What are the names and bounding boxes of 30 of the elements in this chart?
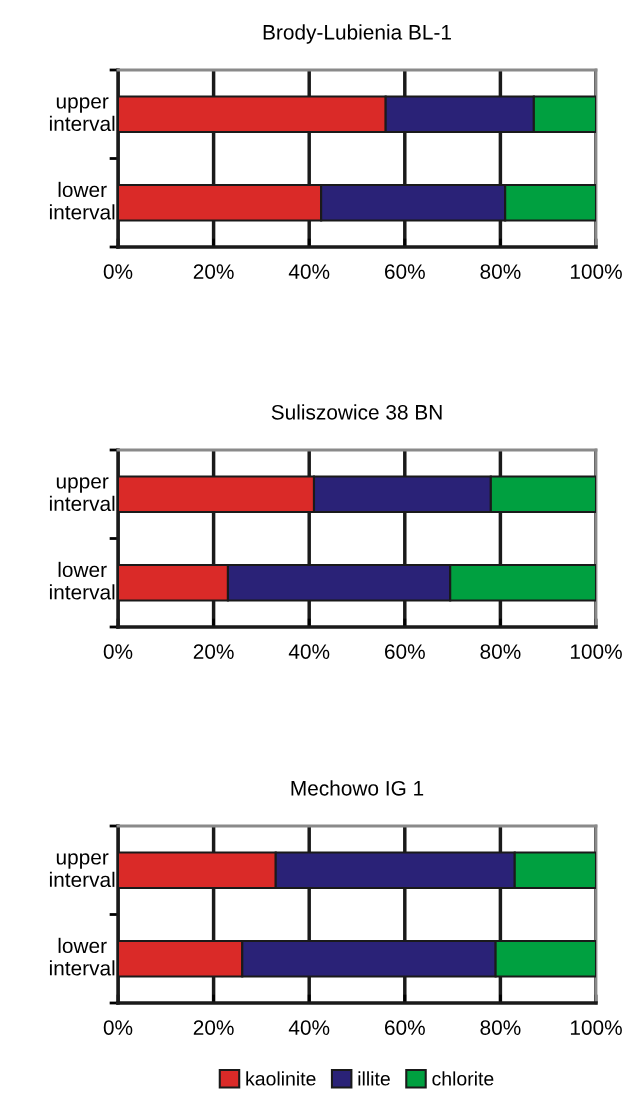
x-tick-label: 60% bbox=[385, 644, 425, 659]
x-tick-label: 80% bbox=[480, 264, 521, 279]
x-tick-label: 0% bbox=[103, 264, 133, 279]
legend-label: chlorite bbox=[432, 1071, 494, 1086]
x-tick-label: 100% bbox=[570, 264, 622, 279]
legend-label: illite bbox=[358, 1071, 390, 1086]
x-tick-label: 20% bbox=[193, 644, 234, 659]
x-tick-label: 100% bbox=[570, 644, 622, 659]
y-tick-label: upper interval bbox=[49, 477, 115, 512]
x-tick-label: 100% bbox=[570, 1020, 622, 1035]
y-tick-label: lower interval bbox=[49, 937, 115, 976]
x-tick-label: 40% bbox=[288, 644, 330, 659]
legend-label: kaolinite bbox=[246, 1071, 316, 1086]
chart-title: Mechowo IG 1 bbox=[291, 780, 424, 796]
x-tick-label: 60% bbox=[385, 1020, 425, 1035]
x-tick-label: 40% bbox=[288, 1020, 330, 1035]
chart-title: Brody-Lubienia BL-1 bbox=[263, 24, 451, 44]
y-tick-label: upper interval bbox=[49, 853, 115, 888]
y-tick-label: lower interval bbox=[49, 181, 115, 220]
chart-title: Suliszowice 38 BN bbox=[271, 404, 442, 420]
x-tick-label: 20% bbox=[193, 264, 234, 279]
x-tick-label: 20% bbox=[193, 1020, 234, 1035]
x-tick-label: 40% bbox=[288, 264, 330, 279]
y-tick-label: upper interval bbox=[49, 97, 115, 132]
x-tick-label: 60% bbox=[385, 264, 425, 279]
x-tick-label: 0% bbox=[103, 1020, 133, 1035]
y-tick-label: lower interval bbox=[49, 561, 115, 600]
x-tick-label: 0% bbox=[103, 644, 133, 659]
x-tick-label: 80% bbox=[480, 1020, 521, 1035]
x-tick-label: 80% bbox=[480, 644, 521, 659]
